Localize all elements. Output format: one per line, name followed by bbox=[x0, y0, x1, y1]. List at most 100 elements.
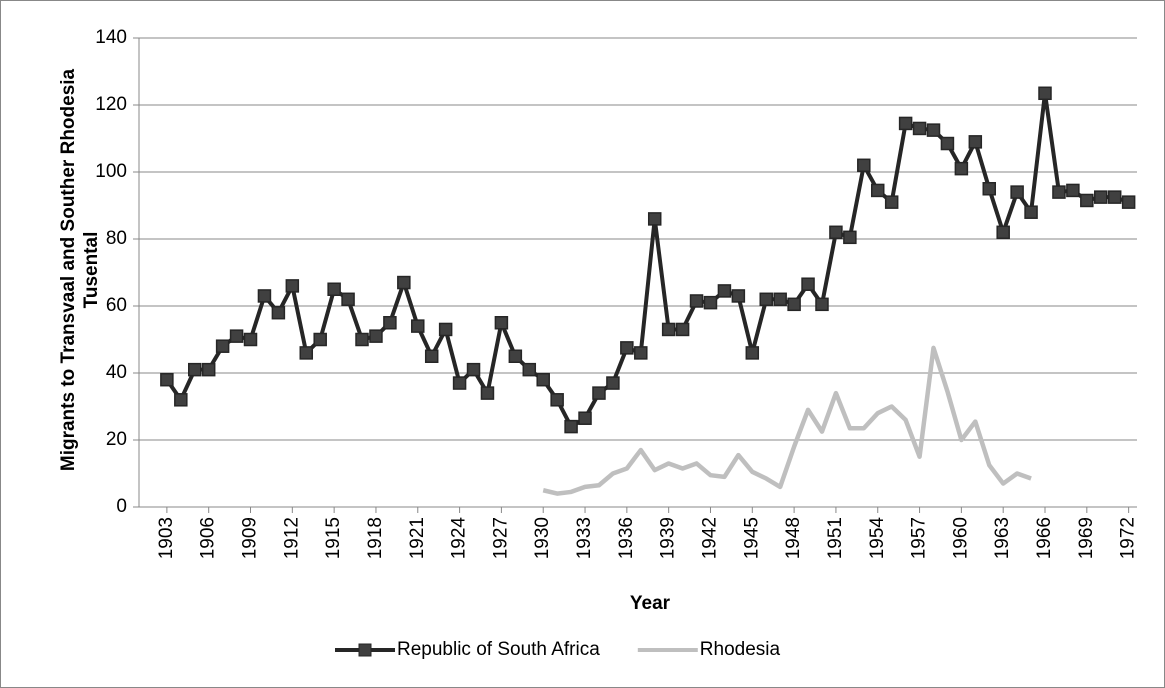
data-point bbox=[536, 372, 550, 387]
y-axis-title: Migrants to Transvaal and Souther Rhodes… bbox=[58, 68, 102, 472]
legend-label: Rhodesia bbox=[700, 639, 781, 660]
data-point bbox=[898, 116, 913, 131]
x-tick-label: 1957 bbox=[909, 517, 930, 559]
legend-marker bbox=[358, 643, 372, 657]
data-point bbox=[787, 297, 801, 312]
data-point bbox=[940, 136, 955, 151]
legend-label: Republic of South Africa bbox=[397, 639, 600, 660]
data-point bbox=[1010, 185, 1024, 199]
data-point bbox=[383, 316, 397, 330]
x-tick-label: 1927 bbox=[490, 517, 511, 559]
x-tick-label: 1924 bbox=[449, 517, 470, 560]
data-point bbox=[355, 332, 369, 347]
data-point bbox=[829, 225, 843, 240]
data-point bbox=[313, 332, 327, 347]
data-point bbox=[843, 230, 857, 245]
data-point bbox=[968, 135, 983, 149]
data-point bbox=[620, 341, 634, 355]
data-point bbox=[564, 419, 578, 434]
x-tick-label: 1969 bbox=[1076, 517, 1097, 559]
x-tick-label: 1960 bbox=[950, 517, 971, 559]
x-tick-label: 1933 bbox=[574, 517, 595, 559]
x-tick-label: 1921 bbox=[407, 517, 428, 559]
data-point bbox=[174, 393, 188, 407]
y-tick-label: 120 bbox=[95, 94, 127, 115]
x-tick-label: 1948 bbox=[783, 517, 804, 559]
data-point bbox=[215, 339, 230, 353]
data-point bbox=[1038, 86, 1052, 101]
y-tick-label: 20 bbox=[106, 429, 127, 450]
data-point bbox=[689, 294, 704, 308]
data-point bbox=[857, 158, 871, 173]
data-point bbox=[661, 322, 676, 337]
data-point bbox=[480, 386, 495, 400]
x-tick-label: 1909 bbox=[240, 517, 261, 559]
data-point bbox=[341, 292, 355, 307]
data-point bbox=[884, 195, 899, 209]
data-point bbox=[229, 329, 244, 343]
data-point bbox=[982, 182, 997, 196]
data-point bbox=[815, 297, 829, 312]
data-point bbox=[731, 289, 746, 303]
data-point bbox=[996, 225, 1010, 240]
data-point bbox=[634, 346, 648, 360]
data-point bbox=[257, 289, 272, 303]
x-tick-label: 1930 bbox=[532, 517, 553, 559]
data-point bbox=[592, 386, 606, 400]
data-point bbox=[243, 332, 258, 347]
data-point bbox=[1121, 195, 1136, 209]
data-point bbox=[773, 292, 787, 307]
x-tick-label: 1966 bbox=[1034, 517, 1055, 559]
legend-item: Rhodesia bbox=[637, 639, 781, 660]
data-point bbox=[438, 322, 453, 337]
data-point bbox=[466, 362, 481, 377]
y-tick-label: 100 bbox=[95, 161, 127, 182]
data-point bbox=[369, 329, 383, 343]
series-line bbox=[165, 91, 1130, 429]
data-point bbox=[1094, 190, 1108, 204]
data-point bbox=[452, 376, 467, 390]
data-point bbox=[494, 316, 509, 330]
data-point bbox=[703, 295, 718, 310]
x-tick-label: 1954 bbox=[867, 517, 888, 560]
x-tick-label: 1963 bbox=[992, 517, 1013, 559]
data-point bbox=[1052, 185, 1066, 199]
x-axis-title: Year bbox=[630, 593, 671, 614]
y-tick-label: 0 bbox=[116, 496, 127, 517]
x-tick-label: 1936 bbox=[616, 517, 637, 559]
data-point bbox=[801, 277, 815, 291]
data-point bbox=[870, 183, 885, 198]
x-tick-label: 1906 bbox=[198, 517, 219, 559]
data-point bbox=[1080, 193, 1094, 208]
data-point bbox=[647, 212, 662, 226]
data-point bbox=[954, 161, 969, 176]
data-point bbox=[327, 282, 341, 296]
data-point bbox=[926, 123, 941, 137]
y-tick-label: 140 bbox=[95, 27, 127, 48]
data-point bbox=[522, 362, 537, 377]
data-point bbox=[508, 349, 523, 363]
x-tick-label: 1942 bbox=[699, 517, 720, 559]
data-point bbox=[411, 319, 425, 333]
data-point bbox=[397, 275, 411, 290]
data-point bbox=[188, 362, 202, 377]
data-point bbox=[299, 346, 314, 360]
data-point bbox=[912, 121, 927, 136]
data-point bbox=[550, 393, 564, 407]
x-tick-label: 1945 bbox=[741, 517, 762, 559]
data-point bbox=[1024, 205, 1038, 219]
data-point bbox=[578, 411, 592, 425]
y-tick-label: 60 bbox=[106, 295, 127, 316]
data-point bbox=[285, 279, 300, 293]
y-tick-label: 80 bbox=[106, 228, 127, 249]
legend-item: Republic of South Africa bbox=[335, 639, 600, 660]
y-tick-label: 40 bbox=[106, 362, 127, 383]
x-tick-label: 1903 bbox=[156, 517, 177, 559]
data-point bbox=[1107, 190, 1122, 204]
x-tick-label: 1972 bbox=[1118, 517, 1139, 559]
data-point bbox=[201, 362, 216, 377]
data-point bbox=[675, 322, 690, 337]
